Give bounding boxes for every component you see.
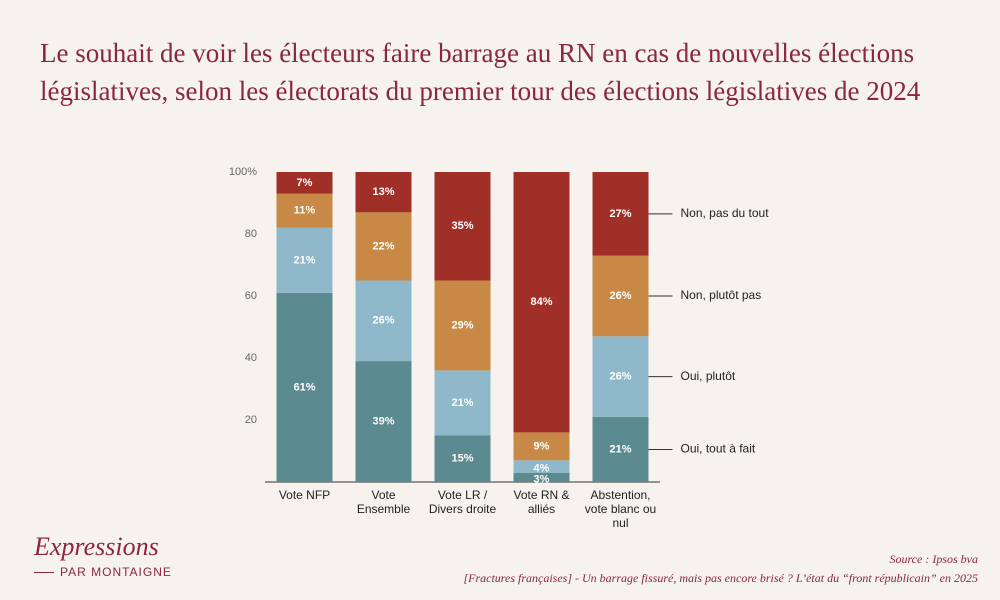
legend-label: Non, plutôt pas [681,288,762,302]
logo-tagline: PAR MONTAIGNE [60,565,172,579]
y-tick-label: 100% [229,166,257,178]
data-label: 39% [372,415,394,427]
bar-segment [276,193,333,228]
data-label: 27% [609,208,631,220]
data-label: 3% [534,473,550,485]
legend-label: Oui, tout à fait [681,442,756,456]
data-label: 15% [451,453,473,465]
y-tick-label: 20 [245,414,257,426]
bar-segment [355,361,412,482]
bar-segment [276,227,333,293]
bar-segment [434,172,491,281]
y-tick-label: 80 [245,228,257,240]
source-title: [Fractures françaises] - Un barrage fiss… [463,571,978,585]
data-label: 35% [451,220,473,232]
legend-label: Oui, plutôt [681,369,736,383]
bar-segment [434,280,491,371]
bar-segment [592,336,649,417]
bar-segment [592,172,649,256]
bar-segment [355,212,412,281]
bar-segment [355,280,412,362]
y-tick-label: 60 [245,290,257,302]
bar-segment [276,292,333,482]
data-label: 26% [372,315,394,327]
data-label: 21% [293,254,315,266]
data-label: 9% [534,440,550,452]
bar-segment [513,172,570,433]
data-label: 84% [530,296,552,308]
x-tick-label: Vote NFP [278,488,331,502]
bar-segment [355,172,412,213]
data-label: 29% [451,319,473,331]
legend-label: Non, pas du tout [681,206,770,220]
x-tick-label: Vote RN & alliés [513,488,570,516]
data-label: 11% [294,205,316,217]
x-tick-label: Vote Ensemble [356,488,411,516]
data-label: 61% [293,381,315,393]
source: Source : Ipsos bva [889,552,978,566]
bar-segment [434,370,491,436]
data-label: 26% [609,371,631,383]
data-label: 22% [372,240,394,252]
logo-rule [34,572,54,573]
data-label: 4% [534,462,550,474]
bar-segment [434,435,491,482]
bar-segment [513,432,570,461]
chart-title: Le souhait de voir les électeurs faire b… [40,38,921,106]
bar-segment [513,460,570,473]
data-label: 13% [372,186,394,198]
data-label: 21% [451,397,473,409]
bar-segment [513,472,570,482]
x-tick-label: Vote LR / Divers droite [428,488,497,516]
y-tick-label: 40 [245,352,257,364]
data-label: 26% [609,290,631,302]
data-label: 21% [609,443,631,455]
bar-segment [592,255,649,337]
x-tick-label: Abstention, vote blanc ou nul [584,488,657,530]
bar-segment [592,416,649,482]
bar-segment [276,172,333,194]
data-label: 7% [297,177,313,189]
logo: Expressions [34,532,159,561]
